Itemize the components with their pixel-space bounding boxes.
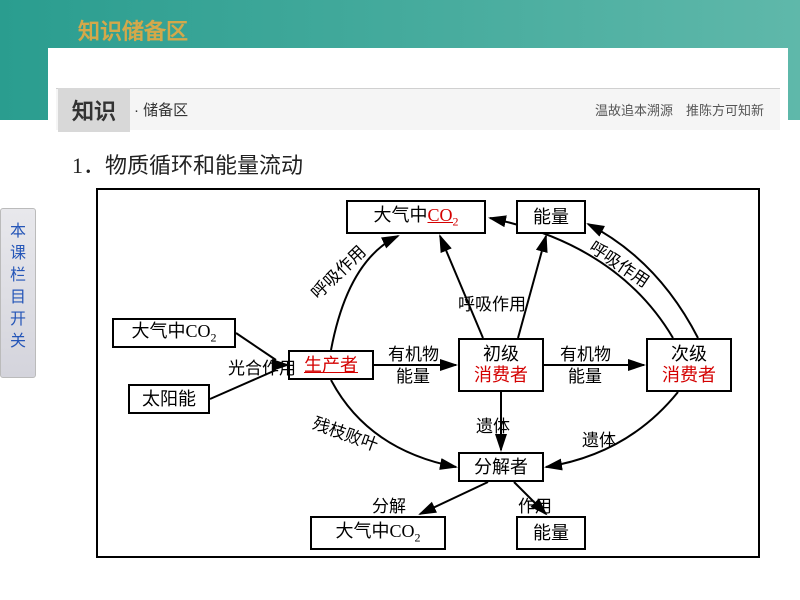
sidebar-text-3: 栏 [1,265,35,287]
page-title: 知识储备区 [78,14,188,46]
label-photosynthesis: 光合作用 [228,354,296,379]
banner-sub: · 储备区 [134,99,188,120]
banner-right: 温故追本溯源 推陈方可知新 [595,100,764,119]
resp-left-label: 呼吸作用 [308,242,370,303]
node-top-energy: 能量 [516,200,586,234]
sidebar-text-5: 开 [1,309,35,331]
label-body-1: 遗体 [476,412,510,437]
section-heading: 1．物质循环和能量流动 [72,148,303,180]
node-left-co2: 大气中CO2 [112,318,236,348]
sidebar-text-1: 本 [1,221,35,243]
node-bot-co2: 大气中CO2 [310,516,446,550]
flow-diagram: 呼吸作用 呼吸作用 大气中CO2 能量 大气中CO2 太阳能 生产者 初级 消费… [96,188,760,558]
node-bot-energy: 能量 [516,516,586,550]
sidebar-text-6: 关 [1,331,35,353]
node-producer: 生产者 [288,350,374,380]
node-decomposer: 分解者 [458,452,544,482]
resp-right-label: 呼吸作用 [586,238,653,292]
label-energy-1: 能量 [396,362,430,387]
label-decompose-l: 分解 [372,492,406,517]
sidebar-tab[interactable]: 本 课 栏 目 开 关 [0,208,36,378]
label-resp-center: 呼吸作用 [458,290,526,315]
node-top-co2: 大气中CO2 [346,200,486,234]
banner: 知识 · 储备区 温故追本溯源 推陈方可知新 [56,88,780,130]
sidebar-text-4: 目 [1,287,35,309]
label-decompose-r: 作用 [518,492,552,517]
node-secondary-consumer: 次级 消费者 [646,338,732,392]
label-energy-2: 能量 [568,362,602,387]
banner-main: 知识 [58,88,130,132]
node-primary-consumer: 初级 消费者 [458,338,544,392]
label-body-2: 遗体 [582,426,616,451]
node-sun: 太阳能 [128,384,210,414]
sidebar-text-2: 课 [1,243,35,265]
